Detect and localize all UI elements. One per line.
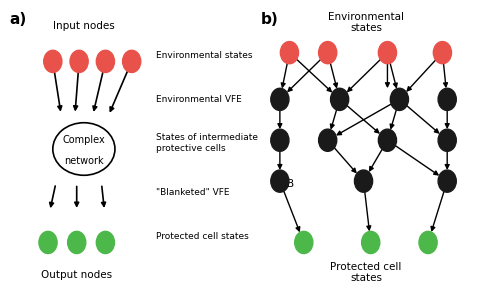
Circle shape xyxy=(280,41,298,64)
Circle shape xyxy=(378,129,396,151)
Circle shape xyxy=(44,50,62,72)
Circle shape xyxy=(438,170,456,192)
Circle shape xyxy=(362,231,380,254)
Circle shape xyxy=(70,50,88,72)
Circle shape xyxy=(378,41,396,64)
Text: "Blanketed" VFE: "Blanketed" VFE xyxy=(156,188,229,197)
Text: A: A xyxy=(320,135,328,145)
Text: Output nodes: Output nodes xyxy=(41,270,113,280)
Circle shape xyxy=(96,50,114,72)
Circle shape xyxy=(271,170,289,192)
Circle shape xyxy=(330,88,348,111)
Text: Protected cell
states: Protected cell states xyxy=(330,262,402,283)
Text: B: B xyxy=(287,179,294,189)
Circle shape xyxy=(438,129,456,151)
Circle shape xyxy=(419,231,437,254)
Circle shape xyxy=(271,88,289,111)
Text: Protected cell states: Protected cell states xyxy=(156,232,248,241)
Text: Environmental
states: Environmental states xyxy=(328,12,404,33)
Circle shape xyxy=(294,231,313,254)
Text: Input nodes: Input nodes xyxy=(53,21,115,31)
Circle shape xyxy=(122,50,141,72)
Circle shape xyxy=(271,129,289,151)
Circle shape xyxy=(68,231,86,254)
Circle shape xyxy=(434,41,452,64)
Text: network: network xyxy=(64,156,104,166)
Text: Complex: Complex xyxy=(62,135,106,145)
Text: a): a) xyxy=(10,12,27,27)
Circle shape xyxy=(438,88,456,111)
Text: b): b) xyxy=(261,12,278,27)
Circle shape xyxy=(318,129,337,151)
Text: States of intermediate
protective cells: States of intermediate protective cells xyxy=(156,134,258,153)
Circle shape xyxy=(39,231,57,254)
Circle shape xyxy=(390,88,408,111)
Circle shape xyxy=(354,170,372,192)
Text: Environmental states: Environmental states xyxy=(156,51,252,60)
Circle shape xyxy=(318,41,337,64)
Circle shape xyxy=(96,231,114,254)
Text: Environmental VFE: Environmental VFE xyxy=(156,95,242,104)
